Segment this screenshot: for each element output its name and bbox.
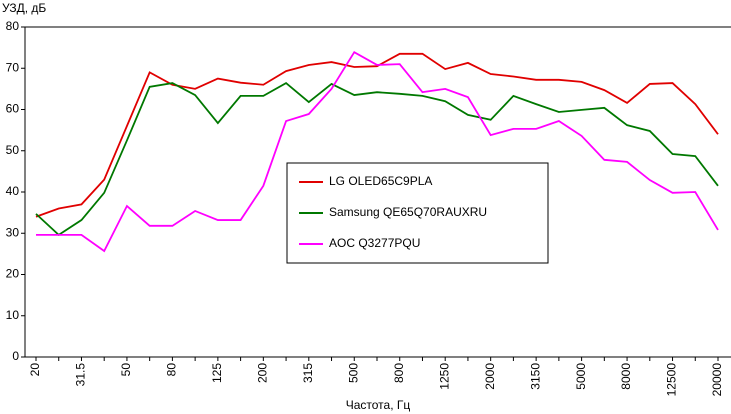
y-tick-label: 60 <box>6 102 20 116</box>
x-tick-label: 1250 <box>437 363 451 390</box>
legend-label: LG OLED65C9PLA <box>329 174 432 188</box>
y-axis-title: УЗД, дБ <box>2 1 46 15</box>
y-tick-label: 30 <box>6 225 20 239</box>
y-tick-label: 0 <box>12 349 19 363</box>
x-tick-label: 50 <box>119 363 133 377</box>
y-tick-label: 50 <box>6 143 20 157</box>
x-tick-label: 3150 <box>528 363 542 390</box>
y-tick-label: 40 <box>6 184 20 198</box>
x-tick-label: 125 <box>210 363 224 383</box>
legend-label: Samsung QE65Q70RAUXRU <box>329 205 487 219</box>
x-tick-label: 20000 <box>710 363 724 397</box>
x-tick-label: 12500 <box>665 363 679 397</box>
x-tick-label: 31.5 <box>74 363 88 387</box>
x-tick-label: 8000 <box>619 363 633 390</box>
y-tick-label: 70 <box>6 60 20 74</box>
series-line <box>35 82 719 237</box>
x-axis-title: Частота, Гц <box>346 398 411 412</box>
x-tick-label: 200 <box>256 363 270 383</box>
x-tick-label: 315 <box>301 363 315 383</box>
x-tick-label: 800 <box>392 363 406 383</box>
legend-box <box>286 162 549 264</box>
x-tick-label: 2000 <box>483 363 497 390</box>
series-line <box>35 52 719 218</box>
x-tick-label: 500 <box>346 363 360 383</box>
series-line <box>36 50 719 253</box>
x-tick-label: 5000 <box>574 363 588 390</box>
legend-label: AOC Q3277PQU <box>329 236 420 250</box>
x-tick-label: 80 <box>165 363 179 377</box>
y-tick-label: 80 <box>6 19 20 33</box>
y-tick-label: 10 <box>6 308 20 322</box>
x-tick-label: 20 <box>28 363 42 377</box>
y-tick-label: 20 <box>6 267 20 281</box>
